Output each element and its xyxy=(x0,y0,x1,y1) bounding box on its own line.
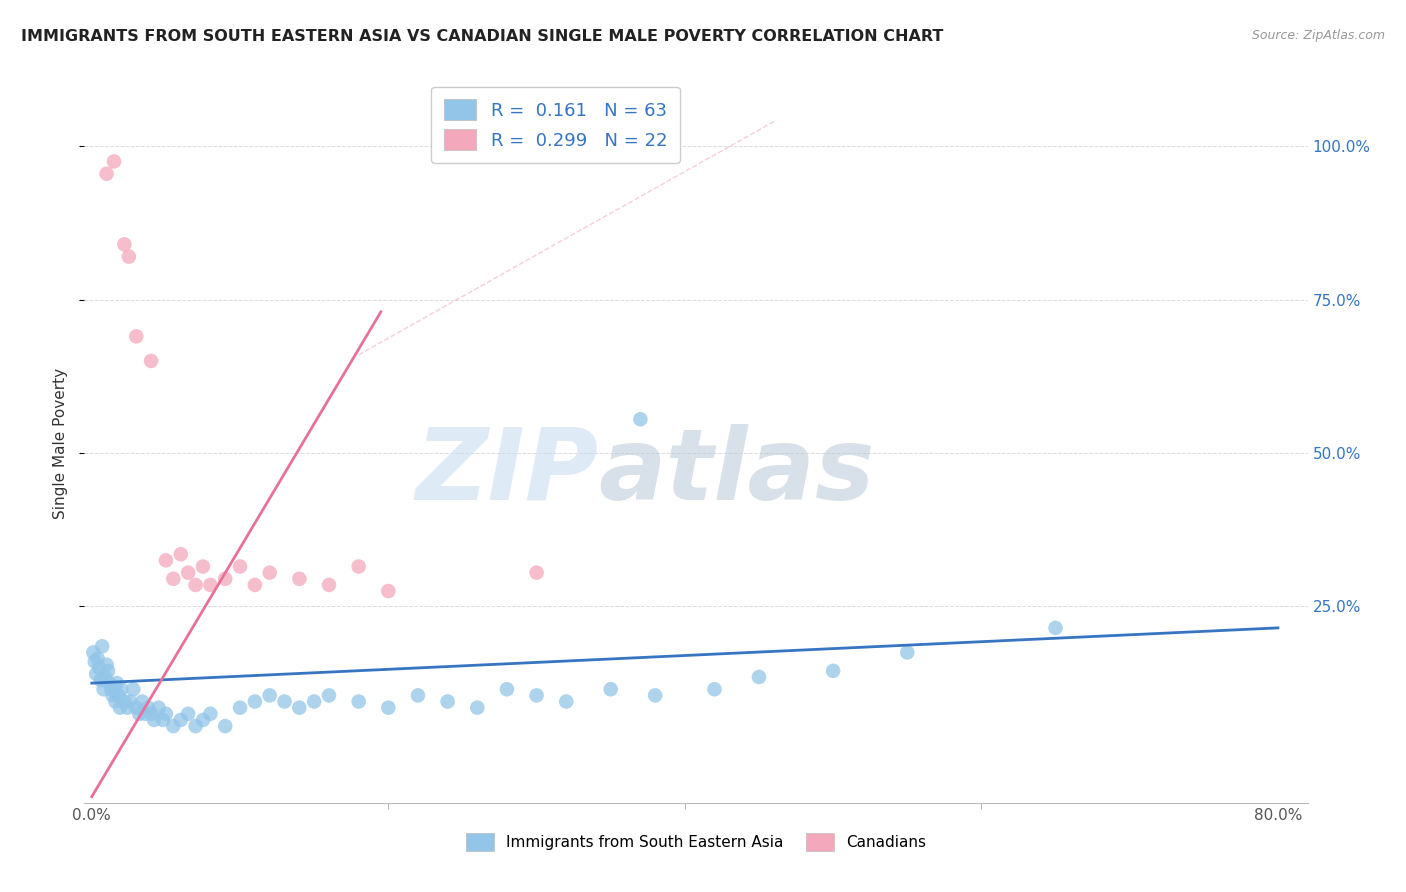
Y-axis label: Single Male Poverty: Single Male Poverty xyxy=(53,368,69,519)
Point xyxy=(136,700,159,714)
Point xyxy=(184,719,207,733)
Point xyxy=(377,584,399,599)
Point xyxy=(377,700,399,714)
Point xyxy=(347,694,370,708)
Point xyxy=(243,578,266,592)
Point xyxy=(162,572,184,586)
Text: atlas: atlas xyxy=(598,424,875,521)
Point xyxy=(139,354,162,368)
Point xyxy=(139,706,162,721)
Point xyxy=(526,566,548,580)
Point xyxy=(170,713,193,727)
Point xyxy=(105,676,128,690)
Point xyxy=(599,682,621,697)
Point xyxy=(89,661,111,675)
Point xyxy=(214,719,236,733)
Point xyxy=(152,713,174,727)
Point xyxy=(170,547,193,561)
Point xyxy=(555,694,578,708)
Point xyxy=(148,700,170,714)
Point xyxy=(97,664,120,678)
Point xyxy=(96,167,118,181)
Point xyxy=(96,657,118,672)
Point xyxy=(118,250,141,264)
Text: IMMIGRANTS FROM SOUTH EASTERN ASIA VS CANADIAN SINGLE MALE POVERTY CORRELATION C: IMMIGRANTS FROM SOUTH EASTERN ASIA VS CA… xyxy=(21,29,943,44)
Point xyxy=(104,694,127,708)
Point xyxy=(288,572,311,586)
Point xyxy=(108,700,131,714)
Point xyxy=(155,553,177,567)
Point xyxy=(122,682,145,697)
Point xyxy=(100,682,122,697)
Point xyxy=(177,566,200,580)
Point xyxy=(191,559,214,574)
Point xyxy=(128,706,150,721)
Point xyxy=(125,329,148,343)
Point xyxy=(94,670,117,684)
Point xyxy=(86,651,108,665)
Point xyxy=(200,578,222,592)
Point xyxy=(90,673,112,687)
Point xyxy=(526,689,548,703)
Point xyxy=(259,689,281,703)
Point xyxy=(83,655,105,669)
Point xyxy=(1045,621,1067,635)
Point xyxy=(318,689,340,703)
Point xyxy=(112,694,135,708)
Point xyxy=(347,559,370,574)
Point xyxy=(84,667,107,681)
Point xyxy=(101,689,124,703)
Point xyxy=(259,566,281,580)
Point xyxy=(134,706,156,721)
Point xyxy=(191,713,214,727)
Point xyxy=(82,645,104,659)
Point xyxy=(131,694,153,708)
Point xyxy=(93,682,115,697)
Point xyxy=(110,682,132,697)
Point xyxy=(273,694,295,708)
Point xyxy=(823,664,845,678)
Point xyxy=(214,572,236,586)
Point xyxy=(112,237,135,252)
Point xyxy=(748,670,770,684)
Point xyxy=(120,694,142,708)
Point xyxy=(436,694,458,708)
Point xyxy=(98,676,121,690)
Point xyxy=(288,700,311,714)
Point xyxy=(229,700,252,714)
Point xyxy=(496,682,519,697)
Point xyxy=(229,559,252,574)
Text: ZIP: ZIP xyxy=(415,424,598,521)
Point xyxy=(465,700,488,714)
Point xyxy=(302,694,325,708)
Point xyxy=(703,682,725,697)
Point xyxy=(103,682,125,697)
Point xyxy=(184,578,207,592)
Text: Source: ZipAtlas.com: Source: ZipAtlas.com xyxy=(1251,29,1385,42)
Point xyxy=(200,706,222,721)
Point xyxy=(143,713,166,727)
Point xyxy=(107,689,129,703)
Point xyxy=(243,694,266,708)
Point xyxy=(103,154,125,169)
Point xyxy=(155,706,177,721)
Point xyxy=(644,689,666,703)
Point xyxy=(117,700,139,714)
Point xyxy=(91,640,114,654)
Point xyxy=(162,719,184,733)
Point xyxy=(896,645,918,659)
Point xyxy=(406,689,429,703)
Point xyxy=(318,578,340,592)
Point xyxy=(125,700,148,714)
Legend: Immigrants from South Eastern Asia, Canadians: Immigrants from South Eastern Asia, Cana… xyxy=(457,824,935,860)
Point xyxy=(628,412,651,426)
Point xyxy=(177,706,200,721)
